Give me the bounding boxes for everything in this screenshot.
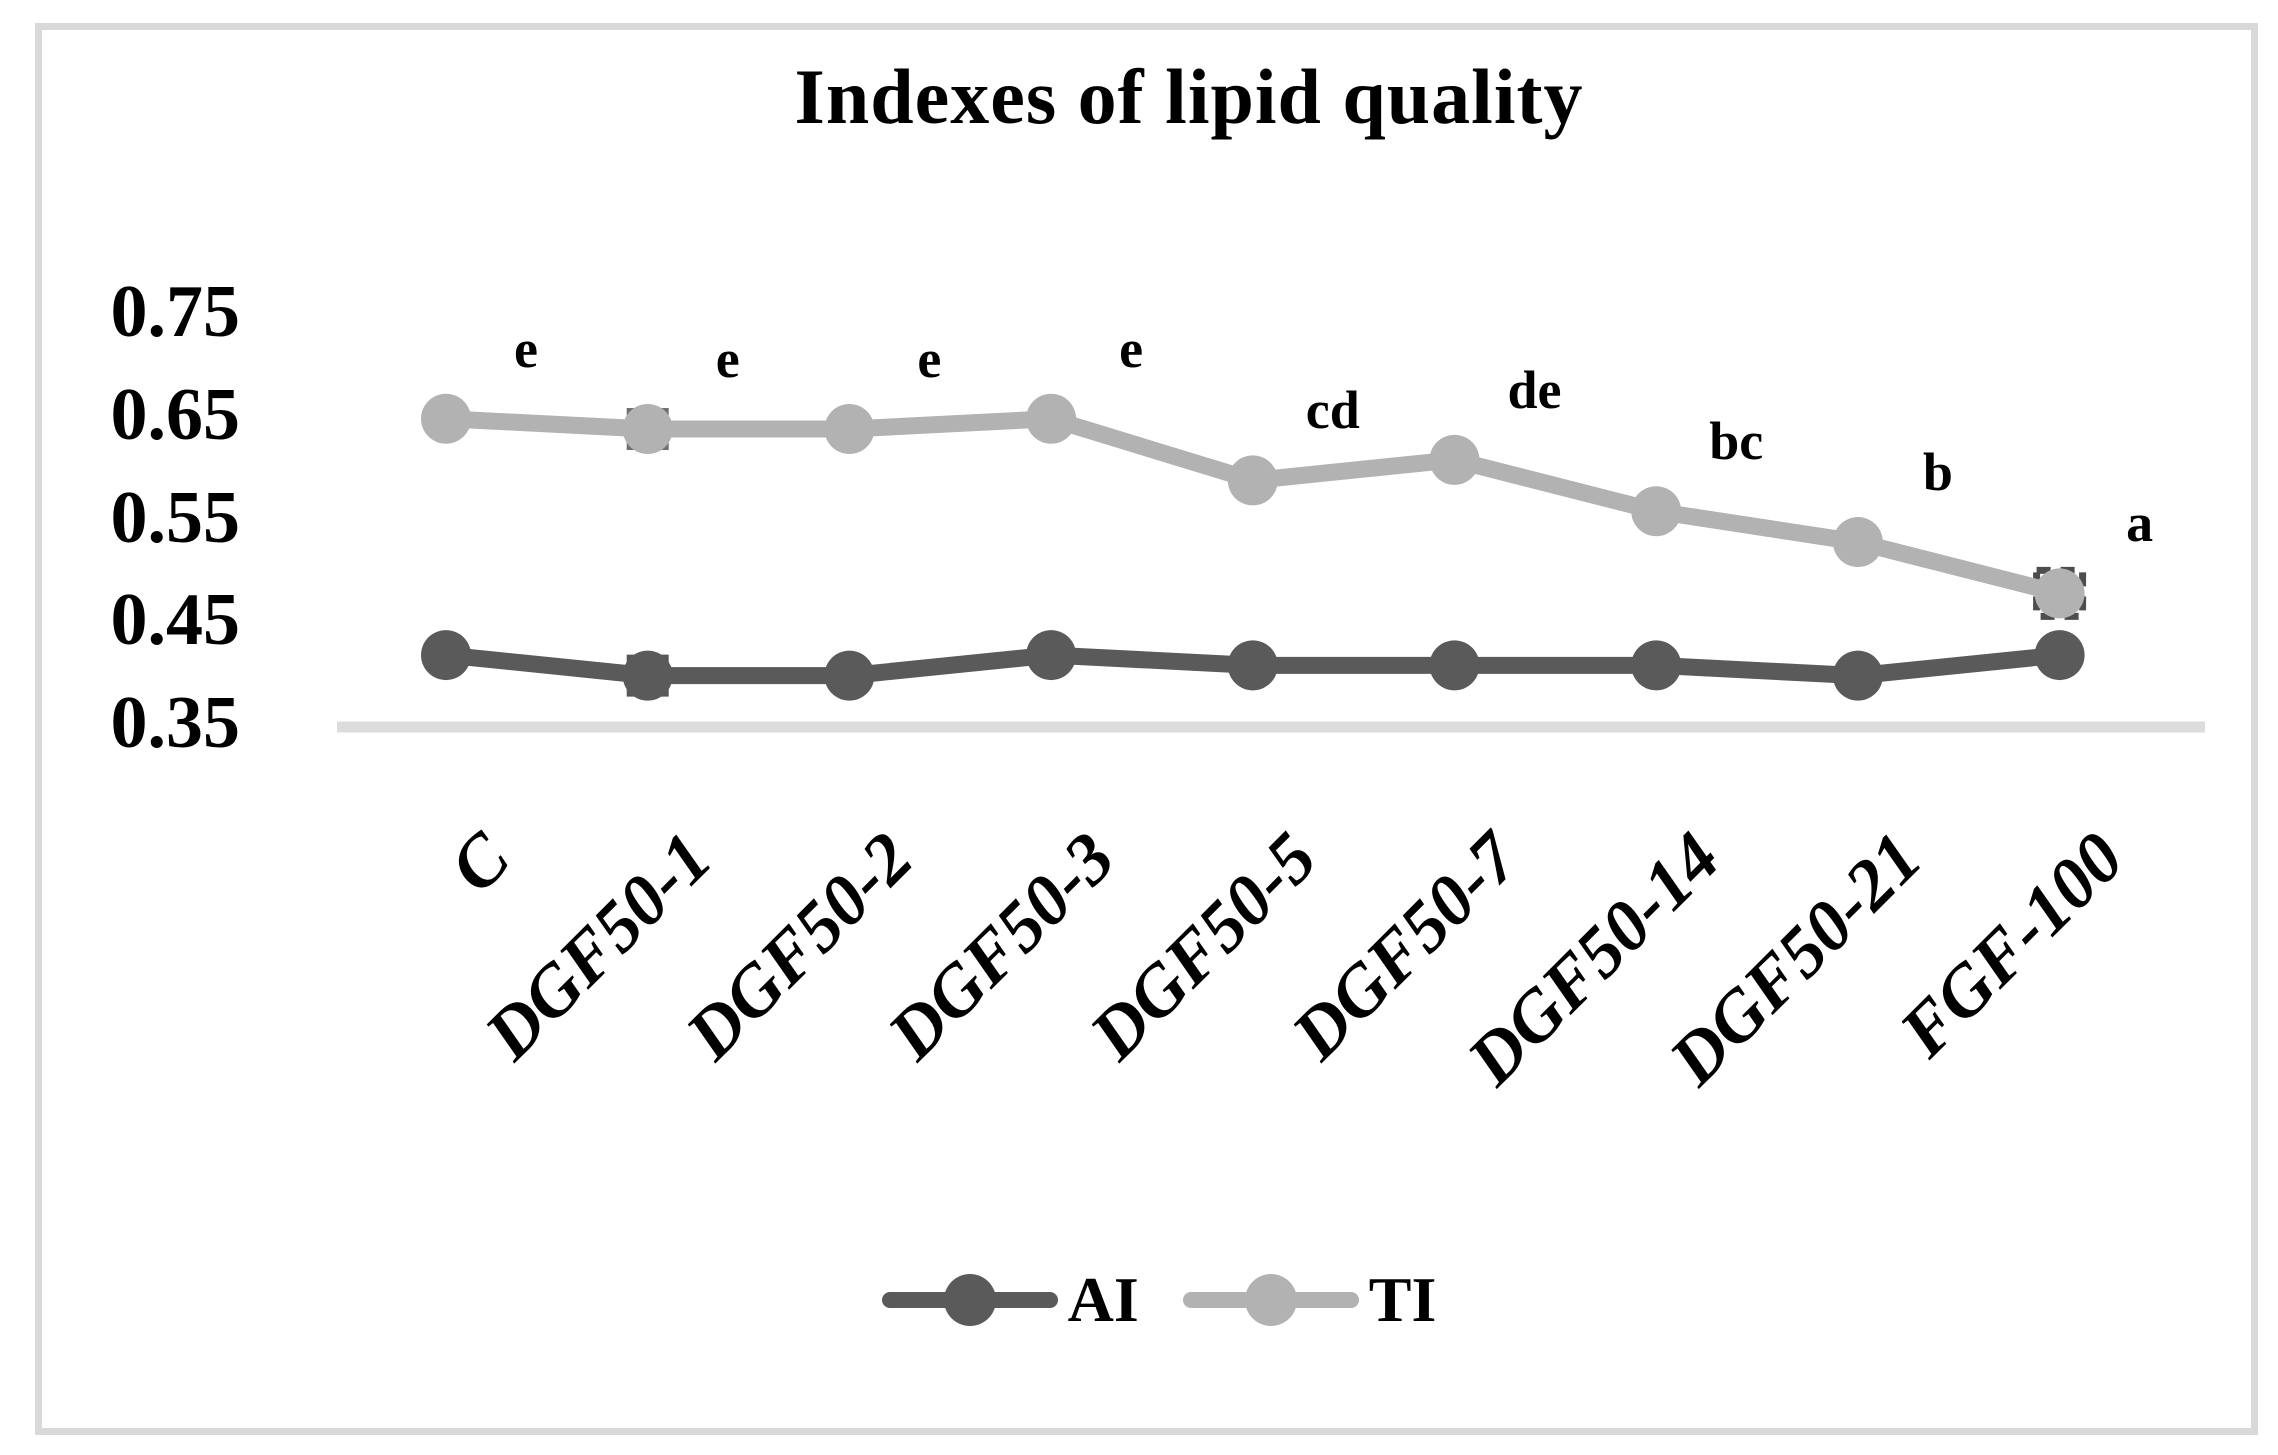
ai-data-point-DGF50-21: [1832, 650, 1883, 701]
significance-letter: a: [2126, 493, 2154, 554]
significance-letter: e: [1119, 318, 1144, 379]
ti-data-point-DGF50-1: [622, 404, 673, 455]
ti-series-swatch-icon: [1182, 1268, 1359, 1332]
ai-data-point-FGF-100: [2034, 630, 2085, 681]
significance-letter: cd: [1305, 380, 1360, 441]
legend-label-ti: TI: [1368, 1264, 1437, 1335]
y-axis-tick-label: 0.75: [110, 271, 241, 353]
y-axis-tick-label: 0.65: [110, 373, 241, 456]
y-axis-tick-label: 0.35: [110, 682, 241, 764]
ai-data-point-DGF50-2: [824, 650, 875, 701]
ai-data-point-C: [421, 630, 471, 681]
significance-letter: de: [1507, 359, 1562, 420]
ti-data-point-FGF-100: [2034, 568, 2085, 619]
significance-letter: e: [917, 329, 942, 390]
legend-label-ai: AI: [1067, 1264, 1139, 1335]
significance-letter: e: [715, 329, 740, 390]
ti-data-point-DGF50-5: [1227, 455, 1278, 506]
ti-data-point-C: [421, 393, 471, 444]
ti-series-line: [437, 410, 2069, 602]
ti-data-point-DGF50-7: [1429, 434, 1480, 485]
ai-data-point-DGF50-3: [1026, 630, 1077, 681]
ai-series-swatch-icon: [881, 1268, 1058, 1332]
chart-title: Indexes of lipid quality: [794, 53, 1584, 140]
ti-data-point-DGF50-2: [824, 404, 875, 455]
legend-item-ti: TI: [1182, 1264, 1437, 1335]
y-axis-tick-label: 0.45: [110, 579, 241, 662]
ai-data-point-DGF50-14: [1631, 640, 1682, 691]
significance-letter: e: [514, 318, 538, 379]
significance-letter: bc: [1709, 411, 1764, 472]
legend-item-ai: AI: [881, 1264, 1139, 1335]
ti-data-point-DGF50-3: [1026, 393, 1077, 444]
ti-data-point-DGF50-14: [1631, 486, 1682, 537]
legend: AI TI: [0, 1268, 2278, 1332]
ai-data-point-DGF50-5: [1227, 640, 1278, 691]
ai-data-point-DGF50-7: [1429, 640, 1480, 691]
y-axis-tick-label: 0.55: [110, 476, 241, 559]
ai-data-point-DGF50-1: [622, 650, 673, 701]
significance-letter: b: [1922, 442, 1953, 503]
ti-data-point-DGF50-21: [1832, 517, 1883, 568]
